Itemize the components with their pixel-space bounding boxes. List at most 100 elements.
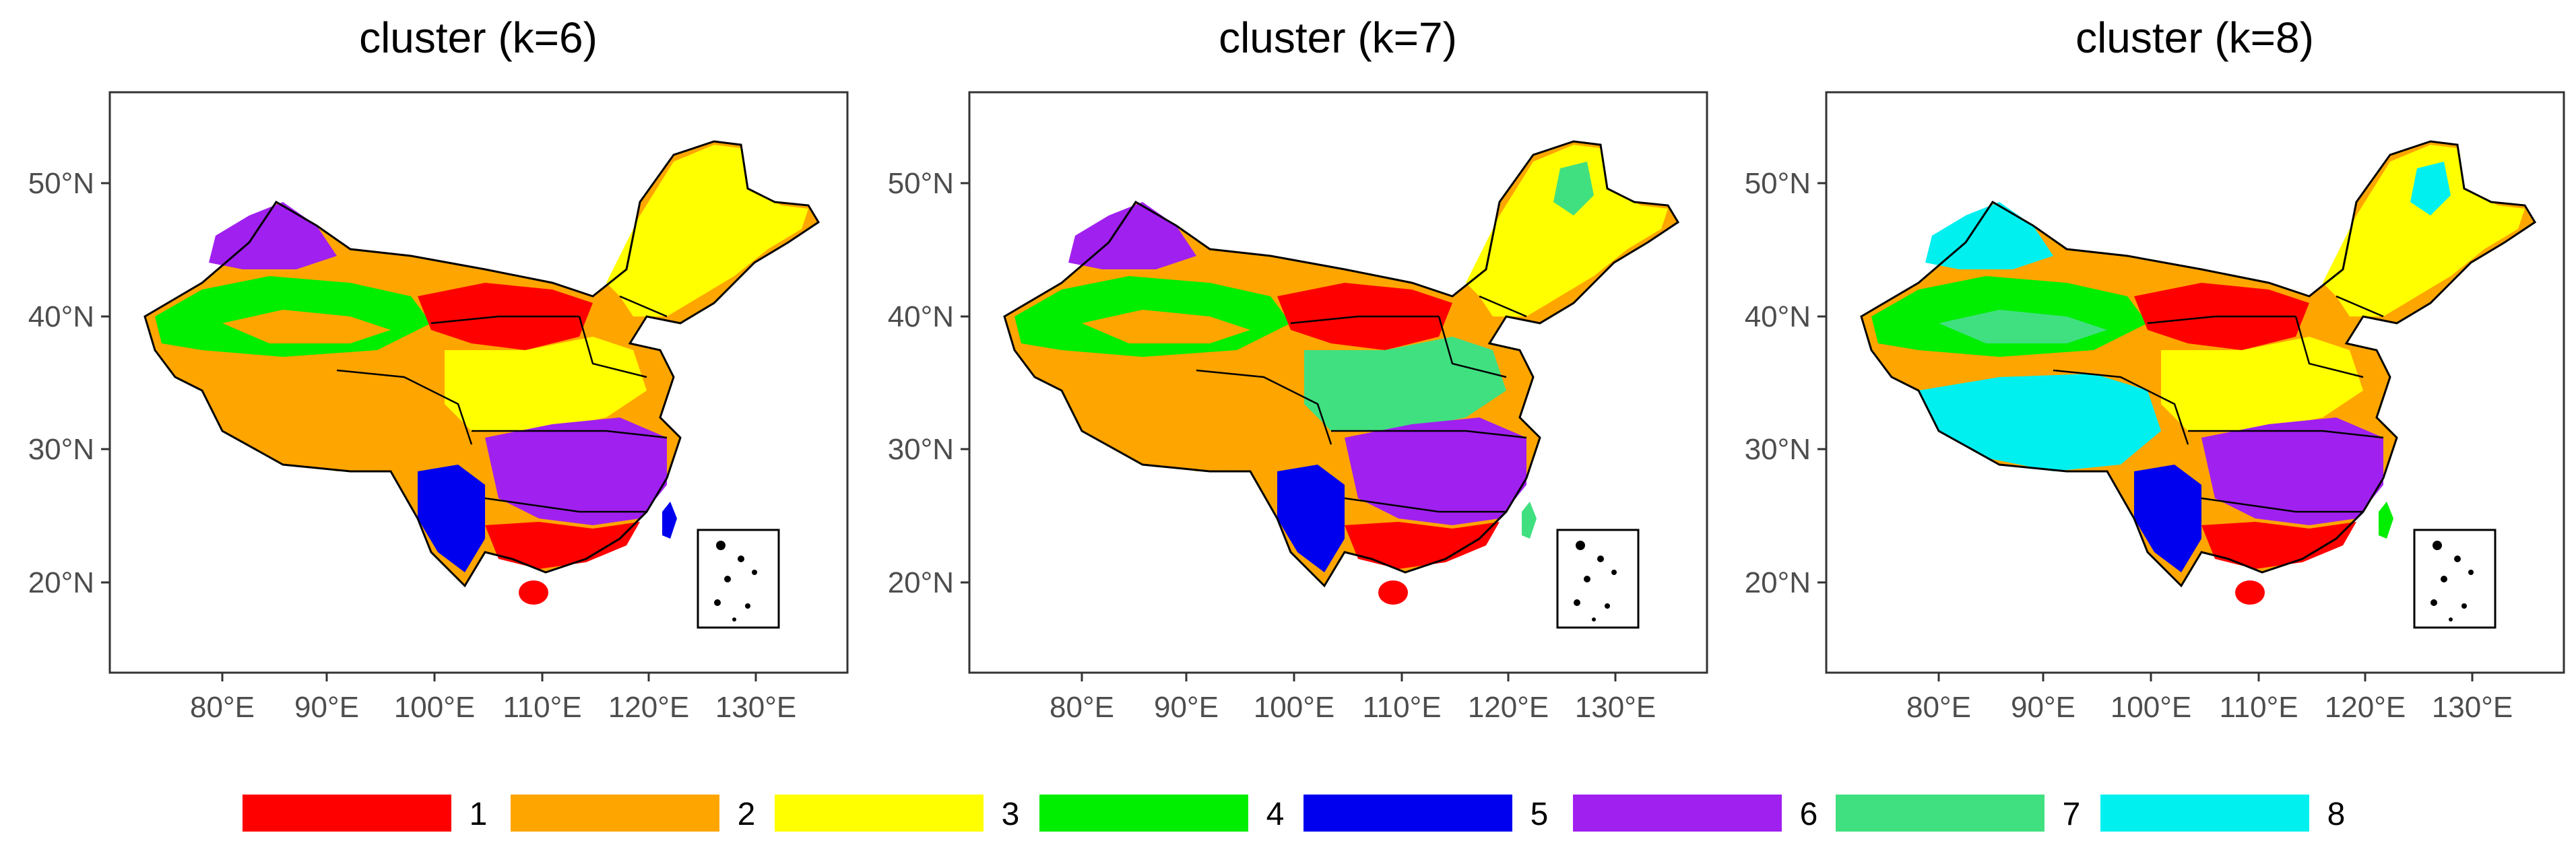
y-tick-label: 30°N: [28, 433, 94, 466]
region-southeast: [1345, 417, 1526, 525]
region-northeast: [1466, 145, 1668, 316]
legend-item: 2: [511, 795, 755, 832]
region-plateau: [1919, 374, 2161, 471]
region-central: [2161, 337, 2363, 431]
x-tick-label: 90°E: [294, 691, 359, 724]
island-taiwan: [1522, 502, 1537, 539]
x-tick-label: 90°E: [1154, 691, 1219, 724]
region-northeast-patch: [694, 162, 734, 215]
legend-swatch: [1039, 795, 1248, 832]
x-tick-label: 110°E: [1362, 691, 1441, 724]
panel-title: cluster (k=6): [359, 13, 598, 62]
legend-item: 6: [1573, 795, 1817, 832]
x-tick-label: 120°E: [608, 691, 689, 724]
country-outline: [1860, 140, 2537, 588]
legend-swatch: [511, 795, 719, 832]
y-tick-label: 50°N: [28, 167, 94, 200]
y-tick-label: 40°N: [28, 300, 94, 333]
region-central: [445, 337, 647, 431]
x-tick-label: 100°E: [2111, 691, 2191, 724]
x-tick-label: 120°E: [1468, 691, 1549, 724]
y-tick-label: 30°N: [1745, 433, 1811, 466]
legend-swatch: [775, 795, 984, 832]
legend-swatch: [1836, 795, 2044, 832]
x-tick-label: 100°E: [394, 691, 475, 724]
region-basin: [1939, 310, 2107, 343]
region-southwest: [1277, 465, 1345, 572]
south-china-sea-inset: [697, 529, 780, 629]
region-southeast: [2201, 417, 2383, 525]
legend-item: 7: [1836, 795, 2080, 832]
island-hainan: [519, 580, 548, 605]
legend-swatch: [243, 795, 451, 832]
x-tick-label: 120°E: [2325, 691, 2406, 724]
y-tick-label: 30°N: [888, 433, 954, 466]
region-northeast: [606, 145, 808, 316]
y-axis: 50°N 40°N 30°N 20°N: [888, 167, 969, 599]
legend-label: 1: [470, 797, 488, 832]
x-tick-label: 130°E: [715, 691, 796, 724]
region-basin: [222, 310, 391, 343]
panel-k6: cluster (k=6): [28, 13, 849, 724]
region-northeast: [2323, 145, 2525, 316]
china-map: [1860, 140, 2537, 605]
region-northeast-patch: [2410, 162, 2451, 215]
y-tick-label: 20°N: [888, 566, 954, 599]
x-axis: 80°E 90°E 100°E 110°E 120°E 130°E: [190, 673, 796, 724]
region-south: [485, 522, 640, 569]
y-tick-label: 40°N: [888, 300, 954, 333]
province-lines: [2053, 295, 2384, 513]
legend-item: 8: [2100, 795, 2345, 832]
region-plateau: [202, 374, 445, 471]
legend-label: 4: [1266, 797, 1285, 832]
legend-label: 6: [1800, 797, 1818, 832]
x-tick-label: 80°E: [1050, 691, 1114, 724]
legend: 1 2 3 4 5 6 7 8: [243, 795, 2345, 832]
island-hainan: [2235, 580, 2265, 605]
y-tick-label: 50°N: [1745, 167, 1811, 200]
x-tick-label: 80°E: [190, 691, 255, 724]
region-southwest: [418, 465, 485, 572]
region-south: [2201, 522, 2356, 569]
legend-label: 8: [2327, 797, 2346, 832]
region-northeast-patch: [1553, 162, 1594, 215]
panel-k8: cluster (k=8): [1745, 13, 2565, 724]
x-axis: 80°E 90°E 100°E 110°E 120°E 130°E: [1906, 673, 2513, 724]
x-tick-label: 100°E: [1254, 691, 1334, 724]
legend-label: 3: [1002, 797, 1020, 832]
legend-item: 3: [775, 795, 1019, 832]
region-plateau: [1062, 374, 1304, 471]
y-axis: 50°N 40°N 30°N 20°N: [1745, 167, 1826, 599]
legend-label: 5: [1531, 797, 1549, 832]
china-map: [143, 140, 820, 605]
region-south: [1345, 522, 1500, 569]
region-basin: [1082, 310, 1250, 343]
province-lines: [336, 295, 668, 513]
legend-label: 7: [2063, 797, 2081, 832]
island-hainan: [1378, 580, 1408, 605]
island-taiwan: [2379, 502, 2393, 539]
province-lines: [1196, 295, 1527, 513]
x-tick-label: 80°E: [1906, 691, 1971, 724]
legend-swatch: [1303, 795, 1512, 832]
panel-title: cluster (k=8): [2075, 13, 2314, 62]
x-axis: 80°E 90°E 100°E 110°E 120°E 130°E: [1050, 673, 1656, 724]
panel-k7: cluster (k=7): [888, 13, 1708, 724]
south-china-sea-inset: [2413, 529, 2497, 629]
panel-title: cluster (k=7): [1219, 13, 1457, 62]
china-map: [1003, 140, 1680, 605]
region-southeast: [485, 417, 667, 525]
x-tick-label: 110°E: [2219, 691, 2298, 724]
inset-islands: [1574, 541, 1617, 621]
y-tick-label: 40°N: [1745, 300, 1811, 333]
y-tick-label: 20°N: [28, 566, 94, 599]
legend-item: 5: [1303, 795, 1548, 832]
x-tick-label: 110°E: [503, 691, 581, 724]
south-china-sea-inset: [1556, 529, 1640, 629]
inset-islands: [714, 541, 757, 621]
legend-swatch: [2100, 795, 2309, 832]
country-outline: [1003, 140, 1680, 588]
region-central: [1304, 337, 1506, 431]
legend-item: 4: [1039, 795, 1284, 832]
